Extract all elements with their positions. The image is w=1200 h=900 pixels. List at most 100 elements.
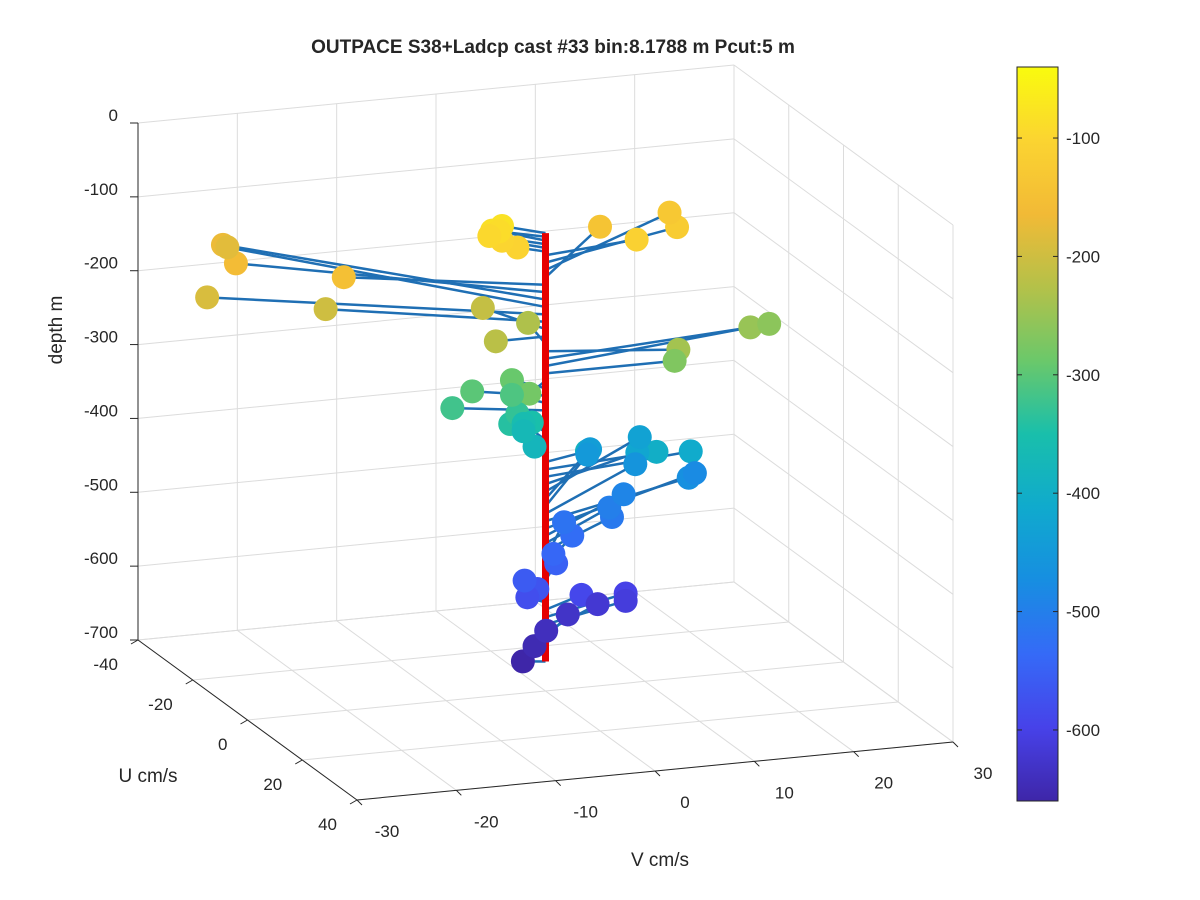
velocity-marker — [512, 568, 537, 593]
grid-line — [192, 621, 789, 681]
colorbar-ticks: -100 -200 -300 -400 -500 -600 — [1017, 129, 1100, 740]
velocity-marker — [678, 439, 703, 464]
tick-mark — [853, 751, 860, 758]
velocity-marker — [644, 439, 669, 464]
velocity-stick — [227, 246, 546, 309]
velocity-marker — [738, 315, 763, 340]
velocity-marker — [627, 425, 652, 450]
velocity-stick — [452, 406, 546, 412]
velocity-marker — [516, 310, 541, 335]
grid-line — [733, 581, 954, 743]
tick-mark — [455, 789, 462, 796]
y-tick-label: 0 — [218, 735, 227, 754]
velocity-marker — [499, 382, 524, 407]
y-tick-label: 40 — [318, 815, 337, 834]
velocity-marker — [662, 348, 687, 373]
velocity-markers — [195, 200, 782, 674]
velocity-marker — [757, 311, 782, 336]
velocity-marker — [215, 235, 240, 260]
grid-line — [137, 359, 735, 419]
y-tick-label: -20 — [148, 695, 173, 714]
grid-line — [733, 507, 954, 669]
velocity-marker — [585, 592, 610, 617]
velocity-marker — [195, 285, 220, 310]
colorbar-tick-label: -300 — [1066, 366, 1100, 385]
tick-mark — [130, 639, 139, 645]
velocity-marker — [613, 588, 638, 613]
x-tick-label: -10 — [573, 803, 598, 822]
colorbar-tick-label: -200 — [1066, 247, 1100, 266]
velocity-marker — [470, 296, 495, 320]
tick-mark — [295, 759, 303, 765]
x-axis-label: V cm/s — [631, 850, 689, 871]
velocity-marker — [313, 297, 338, 322]
colorbar-tick-label: -400 — [1066, 484, 1100, 503]
velocity-marker — [575, 442, 600, 467]
velocity-stick — [545, 322, 770, 368]
axis-ticks: -30-20-100102030-40-20020400-100-200-300… — [84, 106, 992, 841]
grid-line — [137, 507, 735, 567]
tick-mark — [185, 679, 193, 685]
tick-mark — [349, 799, 358, 805]
velocity-marker — [555, 602, 580, 627]
velocity-stick — [343, 275, 546, 287]
tick-mark — [654, 770, 661, 777]
colorbar-tick-label: -100 — [1066, 129, 1100, 148]
z-tick-label: -200 — [84, 254, 118, 273]
velocity-marker — [588, 214, 613, 239]
colorbar-tick-label: -600 — [1066, 721, 1100, 740]
velocity-stick — [545, 451, 638, 486]
velocity-marker — [534, 618, 559, 643]
x-tick-label: 0 — [680, 793, 689, 812]
z-tick-label: -600 — [84, 549, 118, 568]
x-tick-label: 10 — [775, 783, 794, 802]
velocity-stick — [545, 348, 679, 353]
tick-mark — [753, 760, 760, 767]
velocity-stick — [544, 211, 671, 272]
velocity-marker — [624, 227, 649, 252]
velocity-stick — [325, 307, 546, 323]
velocity-marker — [440, 396, 465, 421]
velocity-marker — [541, 541, 566, 566]
grid-line — [733, 138, 954, 300]
grid-line — [733, 64, 954, 226]
y-tick-label: 20 — [263, 775, 282, 794]
grid-line — [733, 433, 954, 595]
x-tick-label: -20 — [474, 812, 499, 831]
velocity-stick — [544, 225, 601, 279]
velocity-marker — [611, 482, 636, 507]
colorbar-tick-label: -500 — [1066, 603, 1100, 622]
z-tick-label: -300 — [84, 328, 118, 347]
y-tick-label: -40 — [93, 655, 118, 674]
x-tick-label: -30 — [375, 822, 400, 841]
velocity-stick — [222, 243, 546, 301]
velocity-marker — [511, 419, 536, 444]
grid-line — [302, 701, 899, 761]
z-tick-label: -500 — [84, 475, 118, 494]
velocity-marker — [682, 461, 707, 486]
velocity-stick — [545, 359, 675, 375]
velocity-marker — [657, 200, 682, 225]
velocity-stick — [544, 463, 636, 515]
velocity-marker — [477, 224, 502, 249]
z-tick-label: -400 — [84, 401, 118, 420]
z-axis-label: depth m — [46, 296, 67, 365]
y-axis-label: U cm/s — [118, 766, 177, 787]
x-tick-label: 20 — [874, 774, 893, 793]
velocity-marker — [483, 329, 508, 354]
tick-mark — [555, 780, 562, 787]
velocity-sticks — [207, 211, 770, 663]
velocity-marker — [460, 379, 485, 404]
grid-line — [733, 360, 954, 521]
tick-mark — [952, 741, 959, 748]
chart-title: OUTPACE S38+Ladcp cast #33 bin:8.1788 m … — [311, 37, 795, 58]
grid-line — [137, 64, 735, 124]
z-tick-label: -100 — [84, 180, 118, 199]
velocity-marker — [552, 510, 577, 535]
grid-line — [733, 212, 954, 374]
grid-line — [137, 138, 735, 198]
velocity-stick — [545, 225, 678, 264]
tick-mark — [356, 799, 363, 806]
velocity-marker — [517, 381, 542, 406]
